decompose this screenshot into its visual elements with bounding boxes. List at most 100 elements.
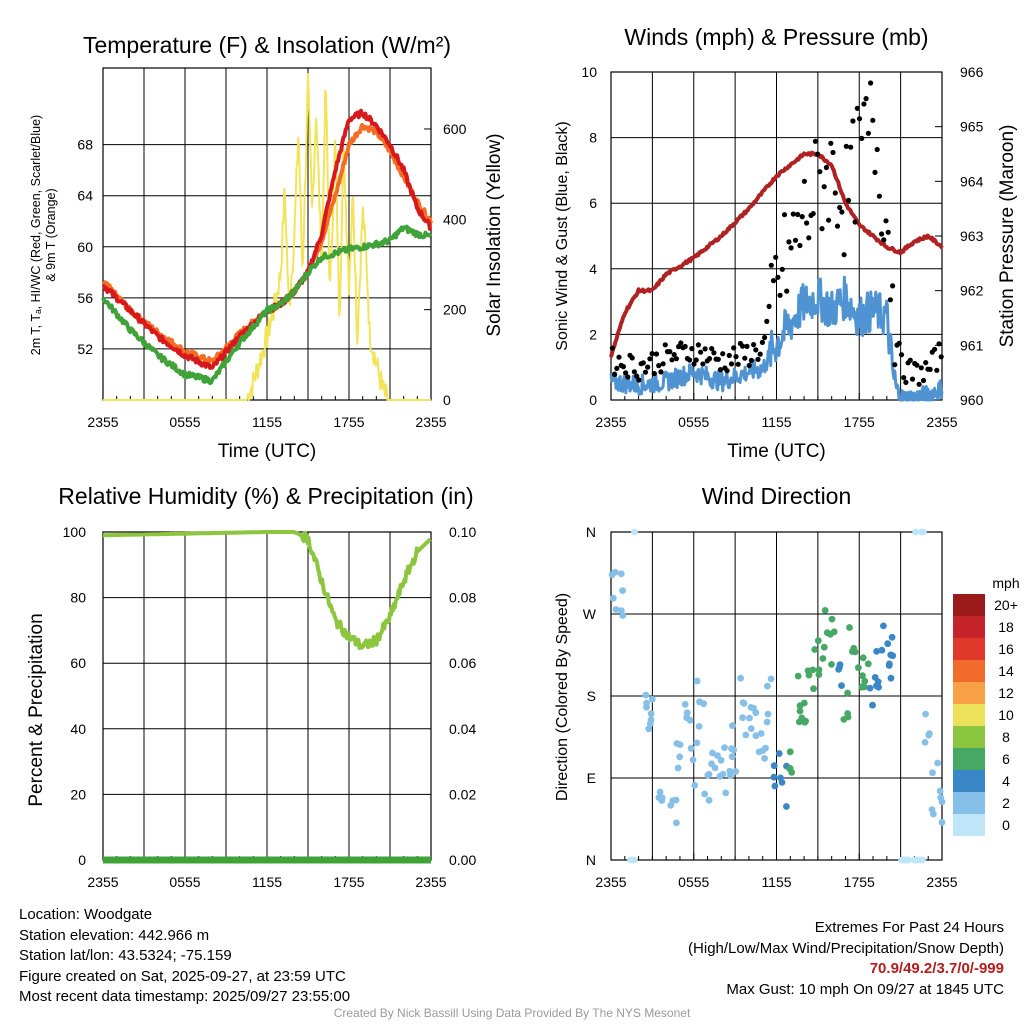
wind-gust-point (662, 342, 668, 348)
recent-timestamp: Most recent data timestamp: 2025/09/27 2… (19, 988, 351, 1005)
wind-gust-point (852, 219, 858, 225)
wind-gust-point (762, 334, 768, 341)
dir-point (708, 760, 715, 768)
wind-gust-point (819, 226, 825, 232)
wind-gust-point (834, 223, 841, 229)
rh-plot-area (102, 531, 432, 861)
wind-ytick-label: 10 (581, 64, 597, 80)
wind-gust-point (883, 218, 889, 224)
dir-point (886, 660, 893, 668)
wind-gust-point (751, 342, 757, 348)
wind-gust-point (817, 169, 823, 175)
dir-point (701, 790, 709, 798)
wind-gust-point (845, 197, 852, 203)
wind-gust-point (724, 368, 730, 374)
rh-xtick-label: 1755 (333, 874, 364, 890)
wind-gust-point (728, 361, 735, 367)
dir-point (922, 710, 929, 718)
dir-point (676, 753, 684, 761)
wind-gust-point (850, 118, 856, 124)
wind-gust-point (748, 357, 755, 363)
wind-gust-point (916, 381, 922, 387)
dir-ytick-label: S (587, 688, 596, 704)
dir-point (888, 633, 896, 641)
dir-point (844, 713, 852, 721)
wind-gust-point (616, 354, 622, 360)
wind-gust-point (671, 352, 677, 358)
dir-point (874, 678, 882, 686)
wind-gust-point (687, 357, 693, 363)
wind-gust-point (711, 350, 717, 356)
wind-gust-point (801, 178, 808, 184)
dir-point (687, 744, 695, 752)
rh-xtick-label: 2355 (87, 874, 118, 890)
dir-point (647, 710, 655, 718)
rh-y2tick-label: 0.02 (449, 786, 476, 802)
dir-point (918, 528, 926, 536)
dir-legend-label: 20+ (994, 597, 1018, 613)
wind-gust-point (784, 288, 790, 294)
dir-point (811, 646, 819, 653)
dir-xtick-label: 2355 (595, 874, 626, 890)
dir-point (859, 672, 866, 680)
wind-gust-point (821, 184, 827, 190)
dir-point (764, 710, 772, 718)
dir-point (794, 672, 802, 680)
dir-legend-swatch (953, 770, 985, 792)
rh-y2tick-label: 0.08 (449, 590, 476, 606)
dir-point (683, 714, 691, 722)
wind-gust-point (612, 371, 618, 377)
dir-point (752, 732, 760, 740)
temp-xtick-label: 0555 (169, 414, 200, 430)
rh-y2tick-label: 0.06 (449, 655, 476, 671)
dir-point (643, 699, 650, 707)
dir-legend-label: 6 (1002, 751, 1010, 767)
dir-point (764, 682, 771, 690)
wind-gust-point (790, 211, 796, 217)
dir-point (631, 528, 638, 536)
wind-y2tick-label: 962 (960, 283, 984, 299)
rh-ytick-label: 100 (63, 524, 87, 540)
dir-point (612, 606, 620, 613)
wind-y2tick-label: 960 (960, 392, 984, 408)
wind-y2tick-label: 963 (960, 228, 984, 244)
wind-gust-point (918, 365, 924, 371)
wind-y2tick-label: 965 (960, 119, 984, 135)
dir-point (691, 782, 699, 789)
wind-gust-point (706, 356, 713, 362)
wind-gust-point (923, 360, 929, 366)
wind-gust-point (693, 357, 699, 363)
dir-legend-label: 2 (1002, 795, 1010, 811)
dir-point (937, 794, 945, 801)
wind-gust-point (773, 254, 779, 260)
wind-gust-point (812, 138, 819, 144)
dir-point (608, 571, 616, 579)
dir-point (705, 796, 713, 804)
rh-xtick-label: 1155 (252, 874, 282, 890)
dir-point (761, 755, 768, 762)
dir-point (821, 607, 829, 614)
dir-point (936, 787, 944, 795)
temp-ytick-label: 60 (77, 239, 93, 255)
wind-y2tick-label: 961 (960, 337, 984, 353)
wind-gust-point (799, 214, 805, 220)
dir-point (762, 744, 769, 752)
wind-gust-point (892, 362, 898, 368)
dir-point (705, 770, 713, 778)
dir-point (617, 570, 625, 578)
wind-gust-point (828, 140, 834, 146)
extremes-panel: Extremes For Past 24 Hours (High/Low/Max… (688, 918, 1004, 1000)
wind-gust-point (609, 345, 616, 351)
dir-point (737, 674, 744, 682)
wind-gust-point (815, 151, 821, 157)
wind-gust-point (691, 361, 697, 367)
dir-ylabel: Direction (Colored By Speed) (554, 593, 571, 801)
wind-gust-point (625, 374, 631, 380)
dir-point (747, 725, 755, 732)
dir-point (645, 725, 653, 733)
dir-point (887, 674, 895, 682)
wind-gust-point (863, 96, 869, 102)
dir-point (700, 700, 707, 708)
wind-gust-point (689, 346, 695, 352)
